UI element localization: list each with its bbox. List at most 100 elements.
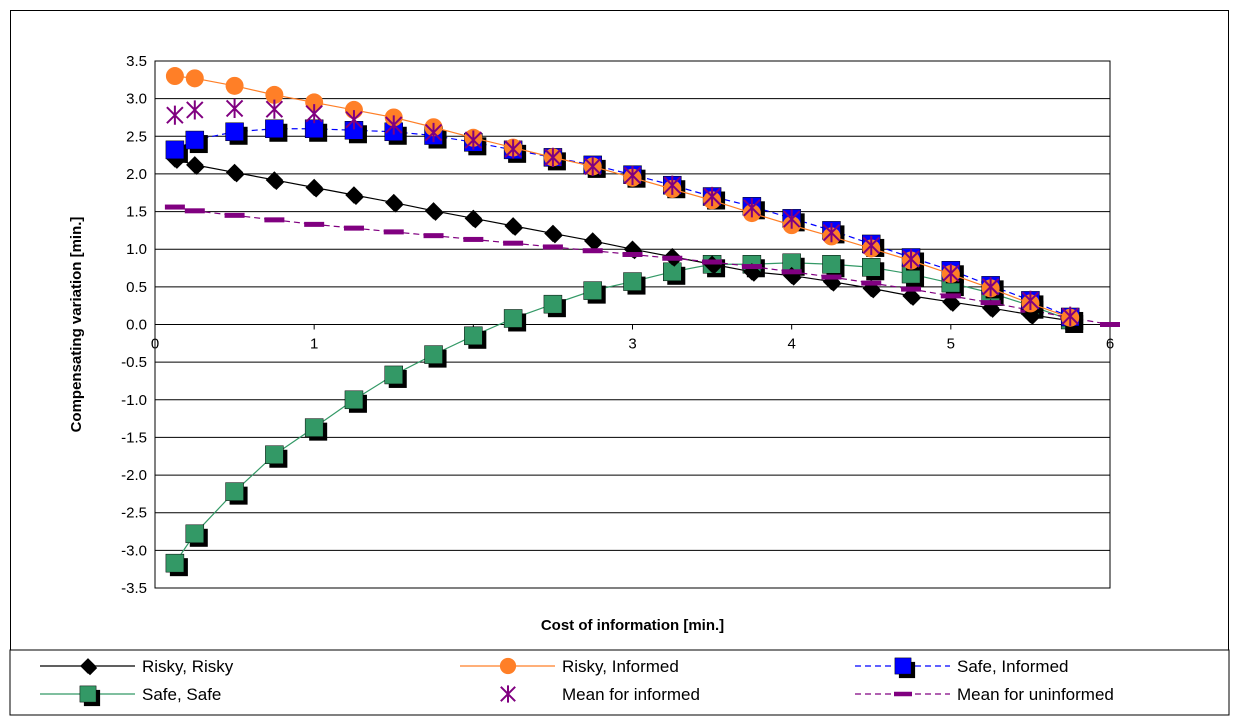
data-point <box>463 236 484 242</box>
data-point <box>464 209 483 228</box>
data-point <box>185 130 205 150</box>
legend-label: Safe, Safe <box>142 685 221 704</box>
x-axis-title: Cost of information [min.] <box>541 617 724 634</box>
legend-label: Mean for uninformed <box>957 685 1114 704</box>
series-mean-for-informed <box>166 98 1079 326</box>
data-point <box>265 119 284 139</box>
data-point <box>265 85 284 104</box>
data-point <box>504 217 522 235</box>
legend-item: Risky, Risky <box>40 657 234 676</box>
data-point <box>343 225 364 231</box>
x-tick-label: 6 <box>1106 336 1114 353</box>
data-point <box>822 223 841 243</box>
data-point <box>503 240 524 246</box>
data-point <box>901 286 922 292</box>
y-tick-label: -1.5 <box>121 429 147 446</box>
data-point <box>623 240 642 258</box>
x-tick-label: 1 <box>310 336 318 353</box>
data-point <box>1100 322 1120 327</box>
data-point <box>464 326 483 346</box>
data-point <box>185 524 205 544</box>
data-point <box>504 139 522 159</box>
data-point <box>464 130 483 150</box>
legend-marker <box>894 657 912 675</box>
legend-marker <box>894 691 912 697</box>
data-point <box>663 262 682 282</box>
data-point <box>186 100 204 120</box>
legend-item: Risky, Informed <box>460 657 679 676</box>
y-tick-label: -2.0 <box>121 467 147 484</box>
data-point <box>184 208 205 214</box>
data-point <box>782 209 801 229</box>
data-point <box>1021 290 1040 311</box>
legend-label: Mean for informed <box>562 685 700 704</box>
y-tick-label: 3.0 <box>126 91 147 108</box>
data-point <box>781 269 802 275</box>
data-point <box>344 390 364 410</box>
y-tick-label: -2.5 <box>121 505 147 522</box>
data-point <box>902 249 920 269</box>
data-point <box>424 345 443 364</box>
data-point <box>424 202 443 220</box>
data-point <box>583 281 602 300</box>
series-mean-for-uninformed <box>164 204 1120 327</box>
y-tick-label: 2.5 <box>126 128 147 145</box>
data-point <box>265 171 284 189</box>
data-point <box>225 482 244 501</box>
legend-item: Safe, Informed <box>855 657 1069 679</box>
data-point <box>304 418 324 437</box>
data-point <box>225 122 244 142</box>
data-point <box>385 115 403 135</box>
data-point <box>822 255 841 274</box>
data-point <box>544 224 562 243</box>
x-tick-label: 4 <box>787 336 795 353</box>
data-point <box>304 221 325 227</box>
x-tick-label: 3 <box>628 336 636 353</box>
legend-marker <box>80 658 96 674</box>
data-point <box>542 244 563 250</box>
y-tick-label: 0.5 <box>126 279 147 296</box>
data-point <box>185 69 204 88</box>
data-point <box>902 287 920 305</box>
data-point <box>424 122 443 143</box>
data-point <box>980 300 1001 306</box>
y-tick-label: 0.0 <box>126 317 147 334</box>
data-point <box>225 163 244 182</box>
data-point <box>305 178 323 197</box>
data-point <box>981 277 1000 297</box>
legend-item: Mean for informed <box>500 685 700 704</box>
data-point <box>663 175 681 195</box>
data-point <box>942 263 960 283</box>
data-point <box>224 212 245 218</box>
legend-marker <box>499 657 517 675</box>
y-tick-label: 3.5 <box>126 53 147 70</box>
legend: Risky, Risky Risky, Informed Safe, Informe… <box>9 649 1230 716</box>
data-point <box>940 293 961 299</box>
data-point <box>544 147 562 167</box>
x-tick-label: 0 <box>151 336 159 353</box>
data-point <box>862 235 880 256</box>
y-axis: 3.5 3.0 2.5 2.0 1.5 1.0 0.5 0.0 -0.5 -1.0 -1.5 -2.0… <box>121 53 147 597</box>
data-point <box>186 156 204 174</box>
data-point <box>265 99 284 119</box>
legend-label: Safe, Informed <box>957 657 1069 676</box>
data-point <box>582 248 603 254</box>
data-point <box>225 98 244 119</box>
data-point <box>225 76 244 95</box>
data-point <box>1061 306 1079 326</box>
data-point <box>383 229 404 235</box>
data-point <box>265 445 284 464</box>
data-point <box>165 67 184 86</box>
data-point <box>623 272 642 291</box>
legend-item: Safe, Safe <box>40 685 221 707</box>
y-tick-label: -3.5 <box>121 580 147 597</box>
data-point <box>741 264 762 270</box>
y-tick-label: 2.0 <box>126 166 147 183</box>
y-tick-label: -3.0 <box>121 542 147 559</box>
data-point <box>584 156 602 176</box>
data-point <box>166 105 184 125</box>
data-point <box>861 280 882 286</box>
data-point <box>164 204 185 210</box>
data-point <box>385 193 403 212</box>
